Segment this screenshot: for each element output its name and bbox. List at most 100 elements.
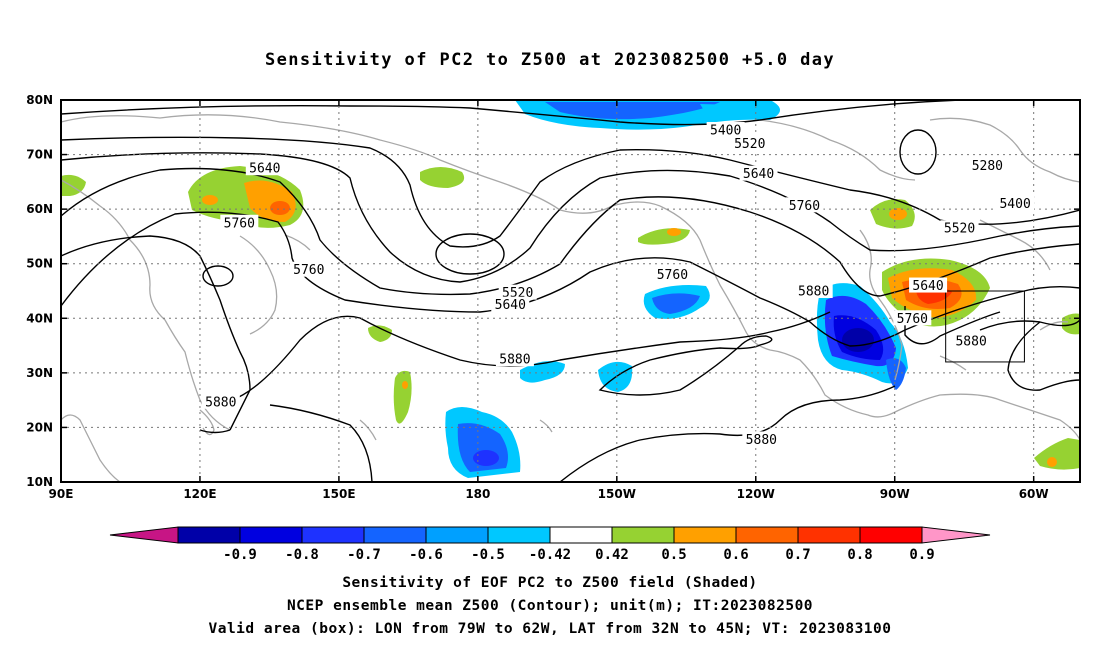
colorbar-swatch	[239, 526, 303, 544]
contour-label-bg	[739, 165, 778, 181]
contour-label-text: 5640	[743, 167, 774, 182]
contour-label-bg	[491, 296, 530, 312]
lon-tick-label: 90E	[49, 487, 74, 501]
contour-label: 5760	[289, 261, 328, 278]
contour-label-bg	[653, 266, 692, 282]
lon-tick-label: 120E	[183, 487, 216, 501]
contour-label-bg	[730, 135, 769, 151]
contour-label-bg	[909, 277, 948, 293]
contour-label-bg	[498, 284, 537, 300]
lat-tick-label: 30N	[26, 366, 53, 380]
colorbar-label: -0.42	[529, 547, 571, 563]
colorbar-swatch	[673, 526, 737, 544]
caption-line-1: Sensitivity of EOF PC2 to Z500 field (Sh…	[342, 575, 758, 591]
contour-label: 5640	[739, 165, 778, 182]
map-title: Sensitivity of PC2 to Z500 at 2023082500…	[264, 50, 836, 70]
contour-label-text: 5880	[955, 335, 986, 350]
contour-label-bg	[201, 393, 240, 409]
contour-label-bg	[968, 157, 1007, 173]
contour-label: 5400	[706, 122, 745, 139]
lon-tick-label: 90W	[880, 487, 910, 501]
colorbar-swatch	[425, 526, 489, 544]
contour-label-text: 5640	[912, 279, 943, 294]
colorbar-swatch	[859, 526, 923, 544]
lat-tick-label: 70N	[26, 148, 53, 162]
contour-label: 5880	[742, 431, 781, 448]
contour-label-bg	[794, 283, 833, 298]
contour-label: 5760	[220, 214, 259, 231]
colorbar-label: -0.6	[409, 547, 443, 563]
colorbar-label: 0.6	[723, 547, 748, 563]
lat-tick-label: 40N	[26, 311, 53, 325]
colorbar-label: -0.9	[223, 547, 257, 563]
colorbar-swatch	[611, 526, 675, 544]
colorbar-swatch	[549, 526, 613, 544]
contour-label-text: 5880	[798, 285, 829, 300]
colorbar-label: -0.7	[347, 547, 381, 563]
contour-label: 5880	[794, 283, 833, 300]
contour-labels: 5400552056405760528054005520564057605760…	[201, 122, 1035, 448]
contour-label: 5880	[201, 393, 240, 410]
contour-label: 5880	[952, 333, 991, 350]
colorbar-label: 0.42	[595, 547, 629, 563]
contour-label: 5880	[495, 351, 534, 368]
contour-label: 5760	[653, 266, 692, 283]
contour-label-bg	[495, 351, 534, 367]
contour-label-text: 5280	[972, 159, 1003, 174]
lon-tick-label: 150E	[322, 487, 355, 501]
lon-tick-label: 60W	[1019, 487, 1049, 501]
contour-label-text: 5760	[293, 263, 324, 278]
contour-label-bg	[245, 160, 284, 176]
lat-tick-label: 20N	[26, 420, 53, 434]
lat-tick-label: 60N	[26, 202, 53, 216]
contour-label: 5640	[909, 277, 948, 294]
colorbar-label: -0.8	[285, 547, 319, 563]
colorbar-swatch	[363, 526, 427, 544]
contour-label-bg	[952, 333, 991, 349]
contour-label-text: 5760	[897, 312, 928, 327]
contour-label-text: 5760	[657, 268, 688, 283]
contour-label: 5280	[968, 157, 1007, 174]
contour-label-text: 5880	[205, 395, 236, 410]
contour-label-bg	[220, 214, 259, 230]
colorbar-arrow-high	[921, 526, 991, 544]
caption-line-3: Valid area (box): LON from 79W to 62W, L…	[208, 621, 892, 637]
contour-label: 5640	[245, 160, 284, 177]
colorbar-swatch	[301, 526, 365, 544]
contour-label: 5520	[730, 135, 769, 152]
contour-label-text: 5400	[999, 197, 1030, 212]
lat-tick-label: 50N	[26, 257, 53, 271]
lat-tick-label: 10N	[26, 475, 53, 489]
contour-label-text: 5880	[499, 353, 530, 368]
colorbar-label: 0.7	[785, 547, 810, 563]
contour-label-text: 5880	[746, 433, 777, 448]
contour-label-bg	[940, 220, 979, 236]
contour-label-bg	[996, 195, 1035, 211]
gridlines	[61, 100, 1080, 482]
colorbar: -0.9 -0.8 -0.7 -0.6 -0.5 -0.42 0.42 0.5 0.6 0.7 0.…	[109, 526, 991, 563]
contour-label: 5640	[491, 296, 530, 313]
colorbar-swatch	[797, 526, 861, 544]
colorbar-swatch	[487, 526, 551, 544]
coastlines	[61, 114, 1080, 482]
colorbar-swatch	[735, 526, 799, 544]
caption-line-2: NCEP ensemble mean Z500 (Contour); unit(…	[286, 598, 814, 614]
contour-label: 5400	[996, 195, 1035, 212]
plot-frame	[60, 99, 1081, 483]
contour-label-text: 5760	[224, 216, 255, 231]
lon-tick-label: 120W	[737, 487, 775, 501]
colorbar-label: 0.9	[909, 547, 934, 563]
colorbar-label: -0.5	[471, 547, 505, 563]
colorbar-swatch	[177, 526, 241, 544]
valid-area-box	[945, 290, 1025, 363]
contour-label-text: 5640	[249, 162, 280, 177]
contour-label-text: 5520	[944, 222, 975, 237]
contour-label-text: 5640	[495, 298, 526, 313]
contour-label-text: 5400	[710, 124, 741, 139]
contour-label: 5760	[785, 197, 824, 214]
contour-label-text: 5760	[789, 199, 820, 214]
lat-tick-label: 80N	[26, 93, 53, 107]
contour-label-bg	[742, 431, 781, 447]
